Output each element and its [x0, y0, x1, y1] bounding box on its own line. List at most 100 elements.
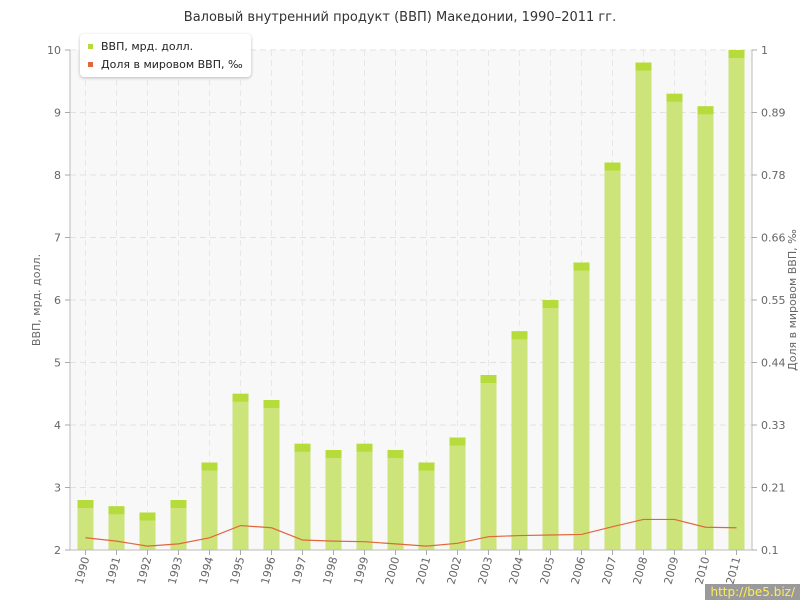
bar[interactable] [697, 106, 714, 550]
legend-swatch-gdp [88, 43, 93, 49]
bar[interactable] [604, 162, 621, 551]
bar-body [697, 106, 714, 550]
bar-cap [542, 300, 559, 308]
x-tick-label: 1997 [290, 555, 310, 585]
bar-cap [418, 462, 435, 471]
y2-axis-title: Доля в мировом ВВП, ‰ [786, 229, 799, 371]
bar[interactable] [325, 450, 342, 550]
bar-body [542, 300, 559, 550]
x-tick-label: 1992 [135, 555, 155, 585]
bar[interactable] [294, 443, 311, 550]
x-tick-label: 2003 [476, 555, 496, 585]
watermark-link[interactable]: http://be5.biz/ [705, 584, 800, 600]
bar-cap [108, 506, 125, 515]
x-tick-label: 2005 [538, 555, 558, 585]
bar-body [201, 462, 218, 550]
bar[interactable] [356, 443, 373, 550]
bar-body [573, 262, 590, 550]
bar[interactable] [77, 500, 94, 550]
y-tick-label: 9 [54, 107, 61, 120]
bar[interactable] [263, 400, 280, 550]
legend-item-share[interactable]: Доля в мировом ВВП, ‰ [88, 55, 243, 73]
y2-tick-label: 0.66 [761, 232, 786, 245]
bar[interactable] [728, 50, 745, 550]
bar[interactable] [139, 512, 156, 551]
bar-body [170, 500, 187, 550]
bar-body [728, 50, 745, 550]
x-tick-label: 1998 [321, 555, 341, 585]
bar-body [232, 393, 249, 550]
x-tick-label: 1995 [228, 555, 248, 585]
y-tick-label: 10 [47, 44, 61, 57]
x-tick-label: 2004 [507, 555, 527, 585]
bar[interactable] [542, 300, 559, 550]
share-line[interactable] [85, 518, 737, 547]
bar-cap [573, 262, 590, 271]
bar-cap [666, 93, 683, 102]
bar[interactable] [511, 331, 528, 550]
bar-body [480, 375, 497, 550]
bar[interactable] [573, 262, 590, 551]
x-tick-label: 2011 [724, 555, 744, 585]
bar-body [139, 512, 156, 550]
line-series [85, 518, 737, 547]
y-tick-label: 7 [54, 232, 61, 245]
y2-tick-label: 0.21 [761, 482, 786, 495]
bar[interactable] [201, 462, 218, 551]
bar[interactable] [232, 393, 249, 550]
bar-body [356, 443, 373, 550]
bar-body [604, 162, 621, 550]
bar-cap [356, 443, 373, 452]
bar[interactable] [170, 500, 187, 550]
bar-body [294, 443, 311, 550]
bar[interactable] [108, 506, 125, 550]
bar-cap [387, 450, 404, 458]
y-tick-label: 4 [54, 419, 61, 432]
bar-body [635, 62, 652, 550]
bar-cap [170, 500, 187, 508]
bar-series [77, 50, 745, 551]
bar[interactable] [480, 375, 497, 550]
y-tick-label: 3 [54, 482, 61, 495]
bar-body [511, 331, 528, 550]
x-tick-label: 1999 [352, 555, 372, 585]
legend-label-share: Доля в мировом ВВП, ‰ [101, 57, 243, 71]
bar[interactable] [449, 437, 466, 551]
bar[interactable] [635, 62, 652, 551]
x-tick-label: 1993 [166, 555, 186, 585]
x-tick-label: 2001 [414, 555, 434, 585]
bar-cap [697, 106, 714, 115]
bar-cap [604, 162, 621, 171]
y2-tick-label: 0.1 [761, 544, 779, 557]
legend-swatch-share [88, 61, 93, 67]
bar-cap [232, 393, 249, 402]
bar-cap [139, 512, 156, 521]
x-tick-label: 2000 [383, 555, 403, 585]
bar-cap [201, 462, 218, 471]
bar[interactable] [666, 93, 683, 550]
bar-cap [480, 375, 497, 383]
y-tick-label: 2 [54, 544, 61, 557]
x-tick-label: 2009 [662, 555, 682, 585]
bar[interactable] [387, 450, 404, 550]
legend-item-gdp[interactable]: ВВП, мрд. долл. [88, 37, 243, 55]
x-axis-ticks: 1990 1991 1992 1993 1994 1995 1996 1997 1998 1999… [73, 550, 744, 586]
y2-tick-label: 0.33 [761, 419, 786, 432]
left-axis-ticks: 2 3 4 5 6 7 8 9 10 [47, 44, 70, 557]
y-tick-label: 6 [54, 294, 61, 307]
chart-title: Валовый внутренний продукт (ВВП) Македон… [183, 10, 617, 25]
right-axis-ticks: 0.1 0.21 0.33 0.44 0.55 0.66 0.78 0.89 1 [752, 44, 786, 557]
bar-cap [511, 331, 528, 340]
x-tick-label: 1990 [73, 555, 93, 585]
x-tick-label: 2002 [445, 555, 465, 585]
x-tick-label: 1994 [197, 555, 217, 585]
bar-body [449, 437, 466, 550]
legend-label-gdp: ВВП, мрд. долл. [101, 39, 194, 53]
bar[interactable] [418, 462, 435, 551]
bar-cap [325, 450, 342, 458]
y2-tick-label: 0.55 [761, 294, 786, 307]
bar-cap [635, 62, 652, 71]
bar-cap [294, 443, 311, 452]
bar-body [666, 93, 683, 550]
